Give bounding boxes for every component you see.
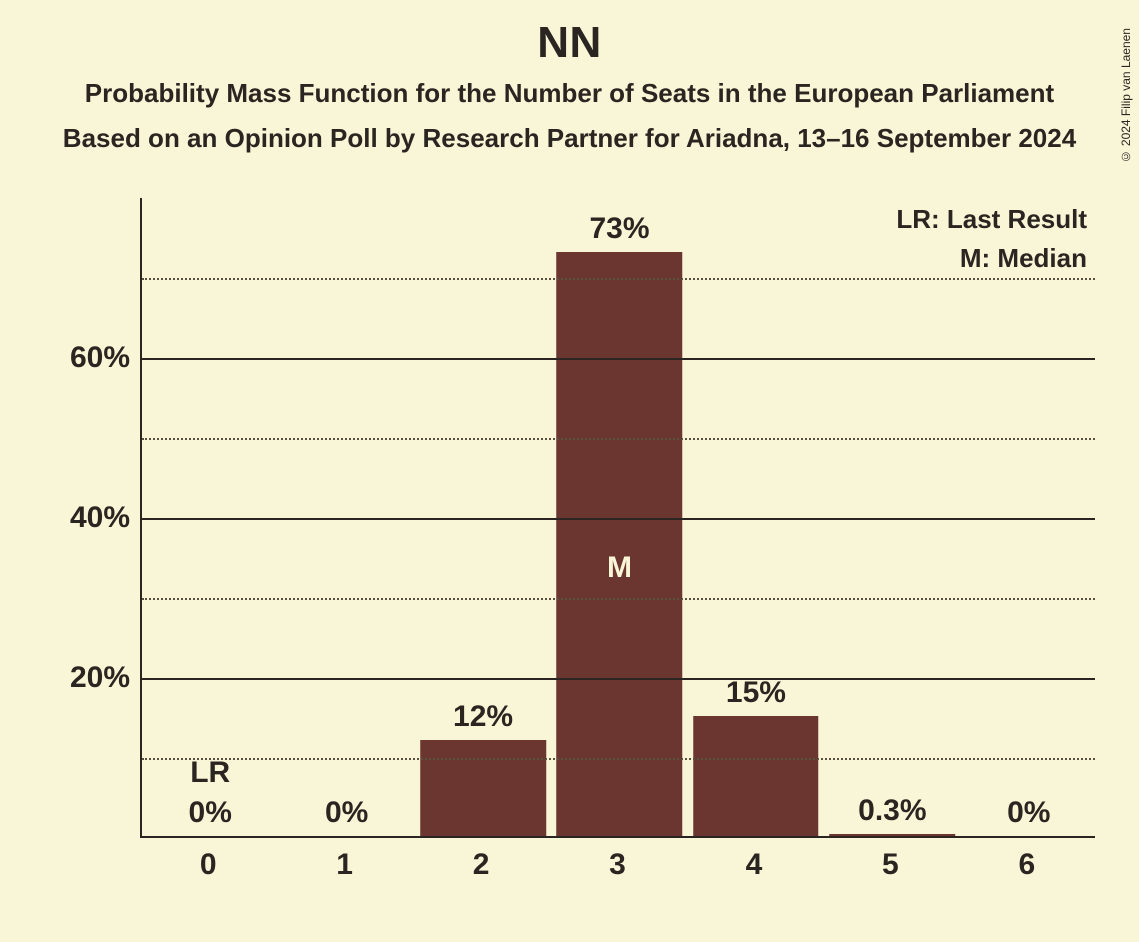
- bars-group: 0% LR 0% 12% 73% M 15% 0.3% 0%: [142, 198, 1095, 836]
- chart-subtitle-2: Based on an Opinion Poll by Research Par…: [0, 123, 1139, 154]
- x-tick-label: 4: [746, 848, 763, 882]
- y-axis: 20% 40% 60%: [55, 198, 140, 838]
- bar-slot: 12%: [415, 198, 551, 836]
- bar-slot: 0.3%: [824, 198, 960, 836]
- x-axis: 0 1 2 3 4 5 6: [140, 848, 1095, 888]
- chart-title: NN: [0, 18, 1139, 68]
- x-tick-label: 0: [200, 848, 217, 882]
- bar-slot: 73% M: [551, 198, 687, 836]
- gridline-major: [142, 358, 1095, 360]
- gridline-major: [142, 518, 1095, 520]
- bar: [557, 252, 683, 836]
- x-tick-label: 5: [882, 848, 899, 882]
- y-tick-label: 20%: [70, 661, 130, 695]
- bar-value-label: 0%: [325, 796, 368, 830]
- gridline-major: [142, 678, 1095, 680]
- median-marker: M: [607, 551, 632, 585]
- plot-area: LR: Last Result M: Median 0%LR0%12%73%M1…: [140, 198, 1095, 838]
- bar-value-label: 0%: [1007, 796, 1050, 830]
- plot-container: 20%40%60% LR: Last Result M: Median 0%LR…: [55, 198, 1105, 878]
- bar-slot: 0%: [278, 198, 414, 836]
- x-tick-label: 6: [1018, 848, 1035, 882]
- gridline-minor: [142, 758, 1095, 760]
- y-tick-label: 40%: [70, 501, 130, 535]
- x-tick-label: 2: [473, 848, 490, 882]
- bar-value-label: 15%: [726, 676, 786, 710]
- bar-value-label: 12%: [453, 700, 513, 734]
- bar-slot: 0% LR: [142, 198, 278, 836]
- gridline-minor: [142, 278, 1095, 280]
- chart-subtitle-1: Probability Mass Function for the Number…: [0, 78, 1139, 109]
- bar-slot: 15%: [688, 198, 824, 836]
- bar-value-label: 0.3%: [858, 794, 926, 828]
- bar-value-label: 0%: [189, 796, 232, 830]
- y-tick-label: 60%: [70, 341, 130, 375]
- bar: [420, 740, 546, 836]
- x-tick-label: 1: [336, 848, 353, 882]
- x-tick-label: 3: [609, 848, 626, 882]
- bar-value-label: 73%: [589, 212, 649, 246]
- bar: [693, 716, 819, 836]
- bar: [830, 834, 956, 836]
- bar-slot: 0%: [961, 198, 1097, 836]
- gridline-minor: [142, 438, 1095, 440]
- copyright-text: © 2024 Filip van Laenen: [1119, 28, 1133, 163]
- last-result-marker: LR: [190, 756, 230, 790]
- gridline-minor: [142, 598, 1095, 600]
